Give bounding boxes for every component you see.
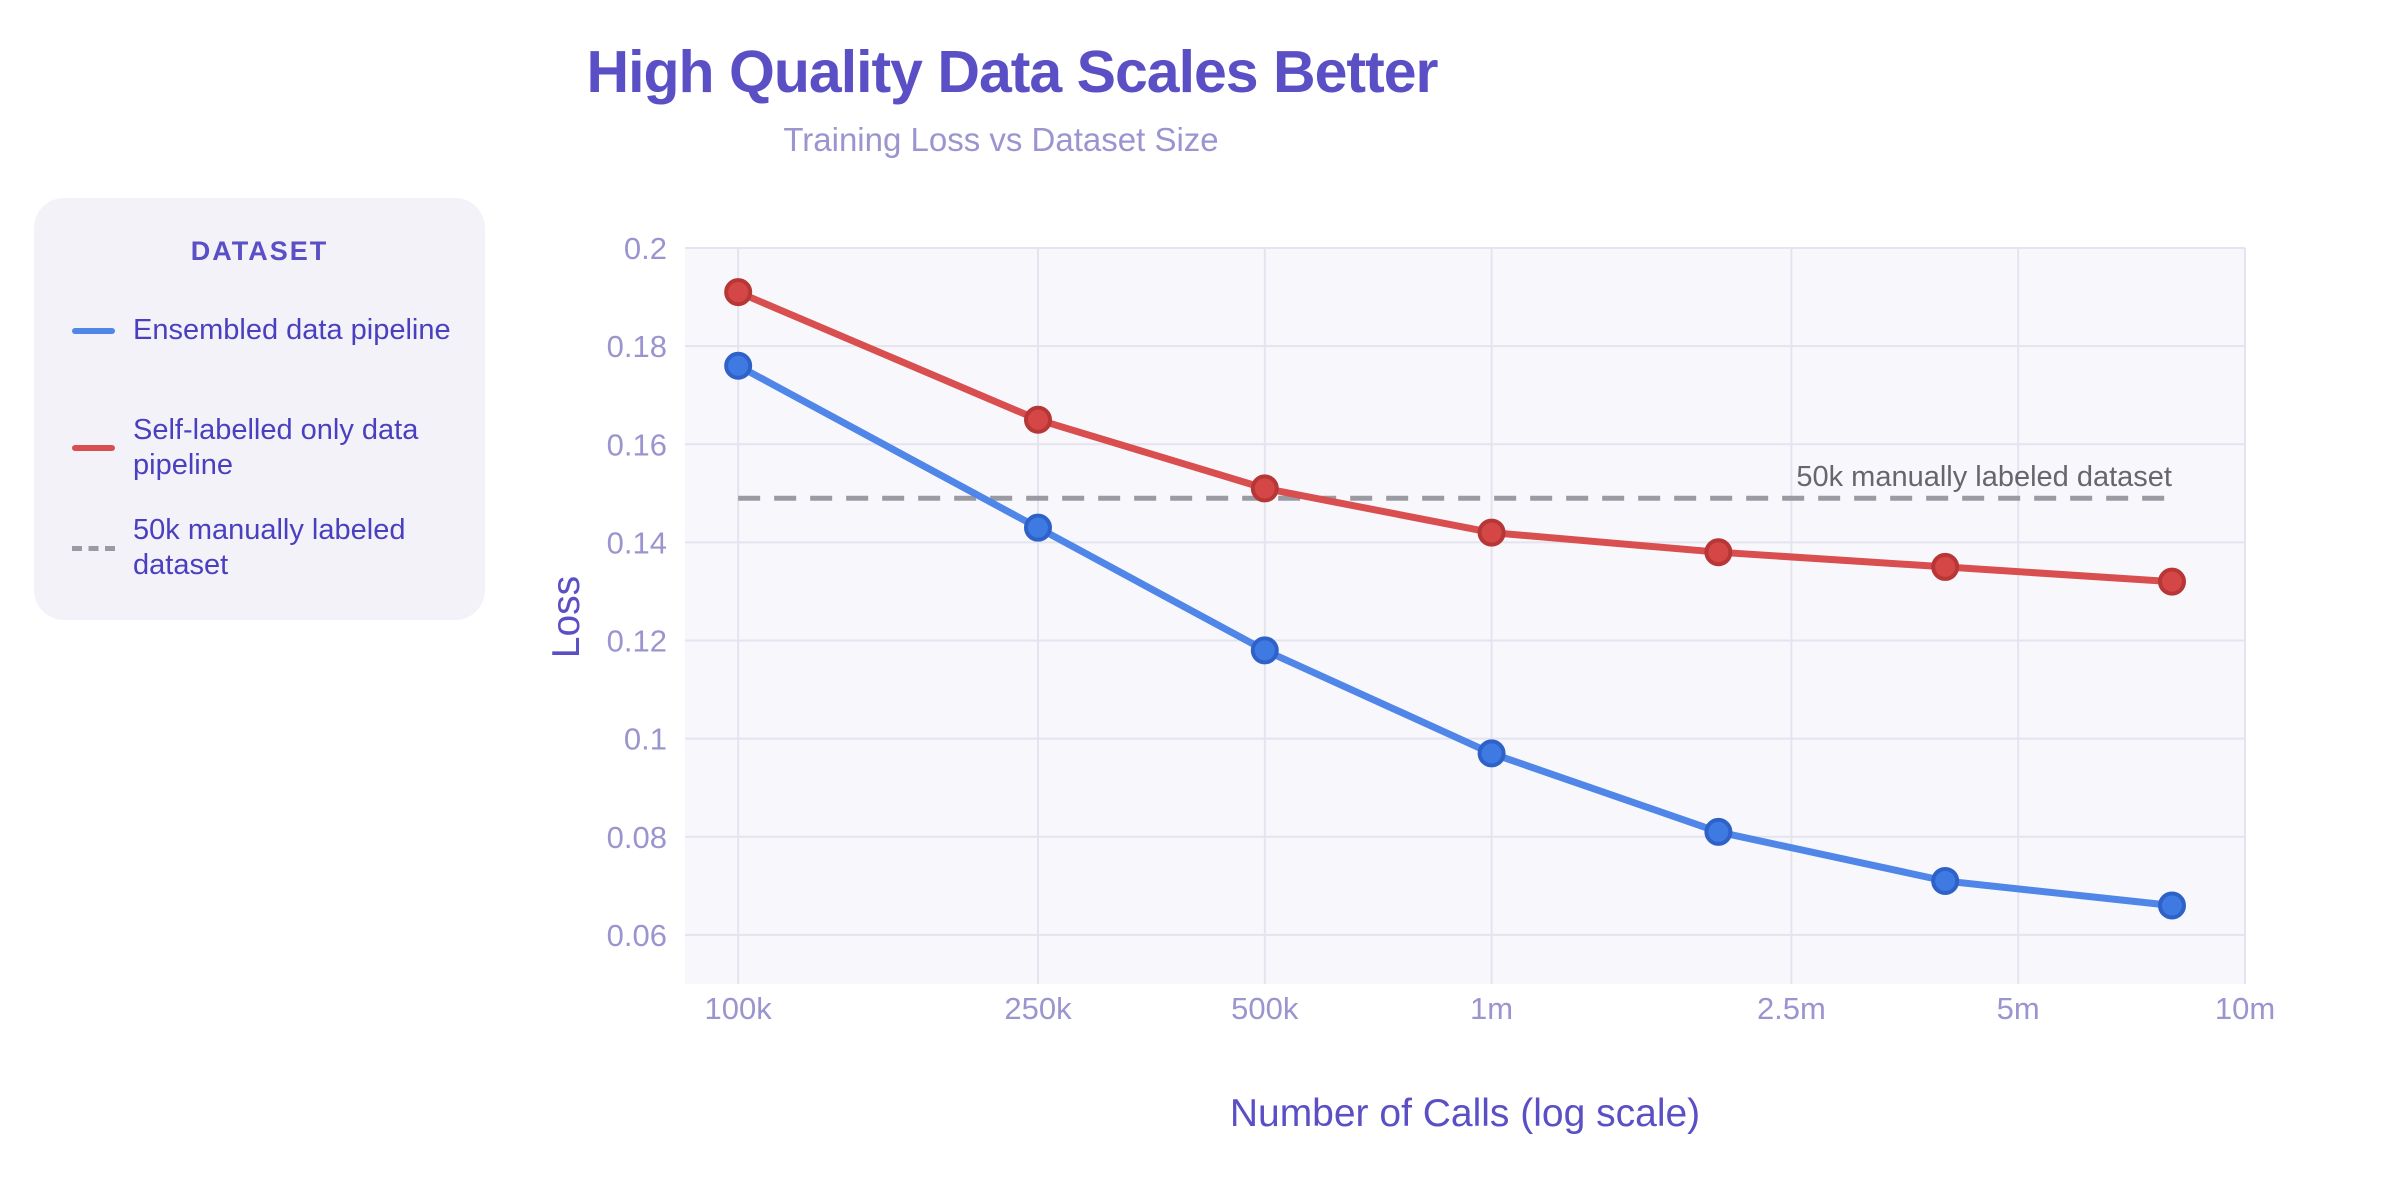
y-tick-label: 0.18 [607, 329, 667, 364]
x-tick-label: 2.5m [1757, 991, 1826, 1026]
x-tick-label: 5m [1997, 991, 2040, 1026]
data-point [1250, 474, 1279, 503]
x-tick-label: 500k [1231, 991, 1299, 1026]
data-point [1477, 739, 1506, 768]
x-tick-label: 1m [1470, 991, 1513, 1026]
legend-item-ensembled[interactable]: Ensembled data pipeline [72, 313, 463, 348]
data-point [1704, 538, 1733, 567]
x-axis-title: Number of Calls (log scale) [1229, 1092, 1701, 1135]
legend-label-reference: 50k manually labeled dataset [133, 514, 406, 581]
data-point [1477, 518, 1506, 547]
x-tick-label: 10m [2215, 991, 2275, 1026]
plot-background [685, 248, 2245, 984]
data-point [1704, 817, 1733, 846]
legend-label-self-labelled: Self-labelled only data pipeline [133, 414, 419, 481]
x-tick-label: 250k [1004, 991, 1072, 1026]
legend-swatch-reference [72, 545, 115, 551]
data-point [1023, 405, 1052, 434]
data-point [1023, 513, 1052, 542]
legend-label-ensembled: Ensembled data pipeline [133, 314, 451, 346]
x-tick-label: 100k [705, 991, 773, 1026]
reference-line-label: 50k manually labeled dataset [1796, 461, 2172, 493]
legend-item-reference[interactable]: 50k manually labeled dataset [72, 513, 463, 583]
data-point [2157, 891, 2186, 920]
y-tick-label: 0.1 [624, 722, 667, 757]
y-tick-label: 0.12 [607, 624, 667, 659]
data-point [724, 278, 753, 307]
data-point [2157, 567, 2186, 596]
data-point [1931, 552, 1960, 581]
legend-title: DATASET [190, 236, 329, 266]
data-point [1931, 866, 1960, 895]
data-point [724, 351, 753, 380]
legend-swatch-self-labelled [72, 445, 115, 451]
chart-subtitle: Training Loss vs Dataset Size [783, 121, 1219, 158]
legend-swatch-ensembled [72, 327, 115, 334]
legend: DATASET Ensembled data pipeline Self-lab… [34, 198, 485, 620]
data-point [1250, 636, 1279, 665]
y-tick-label: 0.16 [607, 427, 667, 462]
legend-item-self-labelled[interactable]: Self-labelled only data pipeline [72, 413, 463, 483]
y-tick-label: 0.2 [624, 231, 667, 266]
y-tick-label: 0.06 [607, 918, 667, 953]
y-tick-label: 0.08 [607, 820, 667, 855]
y-tick-label: 0.14 [607, 525, 667, 560]
chart-title: High Quality Data Scales Better [586, 39, 1438, 105]
